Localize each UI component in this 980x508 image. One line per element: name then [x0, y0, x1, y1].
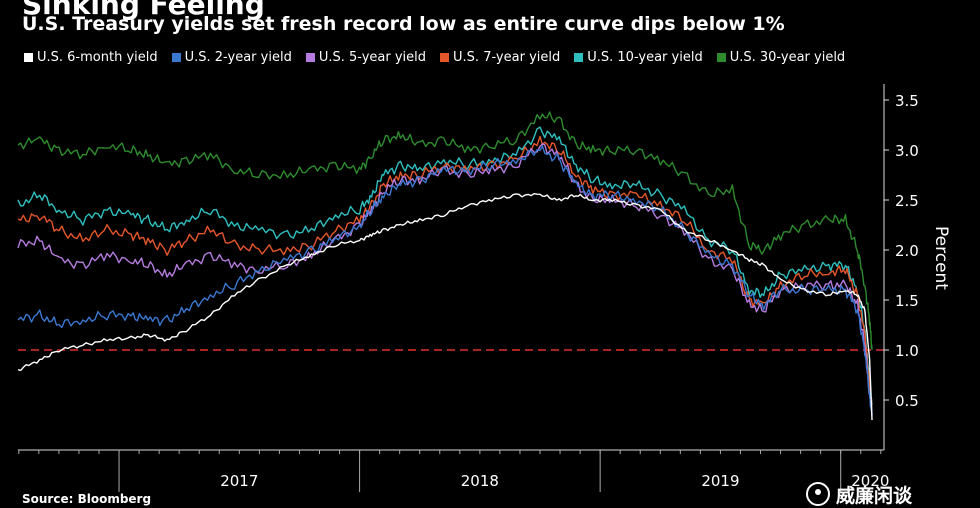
legend-swatch	[716, 53, 726, 62]
legend-swatch	[574, 53, 584, 62]
x-tick-label: 2019	[701, 472, 739, 490]
axes-group: 0.5 1.0 1.5 2.0 2.5 3.0 3.5 Percent 2017 2018 2019…	[18, 84, 951, 492]
series-line	[17, 143, 873, 416]
legend-swatch	[24, 53, 33, 62]
legend-item: U.S. 6-month yield	[24, 50, 158, 65]
series-line	[17, 192, 873, 421]
legend-label: U.S. 2-year yield	[184, 50, 292, 65]
chart-legend: U.S. 6-month yield U.S. 2-year yield U.S. …	[24, 50, 859, 65]
y-tick-label: 0.5	[895, 392, 919, 410]
legend-label: U.S. 5-year yield	[318, 50, 427, 65]
x-tick-label: 2017	[220, 472, 258, 490]
y-tick-label: 1.0	[895, 342, 919, 360]
series-line	[17, 145, 873, 416]
y-tick-label: 3.5	[895, 92, 919, 110]
series-group	[17, 111, 873, 421]
series-line	[17, 111, 873, 351]
legend-item: U.S. 5-year yield	[305, 50, 427, 65]
legend-item: U.S. 2-year yield	[171, 50, 292, 65]
watermark-text: 威廉闲谈	[836, 484, 913, 507]
x-tick-label: 2018	[461, 472, 499, 490]
legend-label: U.S. 6-month yield	[37, 50, 158, 65]
y-tick-label: 3.0	[895, 142, 919, 160]
series-line	[17, 135, 873, 412]
y-tick-label: 1.5	[895, 292, 919, 310]
y-axis-label: Percent	[931, 226, 951, 290]
wechat-icon	[806, 482, 830, 506]
legend-item: U.S. 30-year yield	[716, 50, 846, 65]
legend-label: U.S. 30-year yield	[729, 50, 846, 65]
chart-subtitle: U.S. Treasury yields set fresh record lo…	[22, 13, 785, 35]
legend-swatch	[171, 53, 181, 62]
y-tick-label: 2.0	[895, 242, 919, 260]
chart-title: Sinking Feeling	[22, 0, 265, 21]
x-tick-label: 2020	[851, 472, 889, 490]
legend-label: U.S. 7-year yield	[453, 50, 561, 65]
legend-label: U.S. 10-year yield	[587, 50, 703, 65]
y-tick-label: 2.5	[895, 192, 919, 210]
source-note: Source: Bloomberg	[22, 492, 152, 506]
watermark: 威廉闲谈	[806, 480, 912, 508]
legend-swatch	[440, 53, 450, 62]
legend-swatch	[305, 53, 315, 62]
legend-item: U.S. 10-year yield	[574, 50, 703, 65]
legend-item: U.S. 7-year yield	[440, 50, 560, 65]
